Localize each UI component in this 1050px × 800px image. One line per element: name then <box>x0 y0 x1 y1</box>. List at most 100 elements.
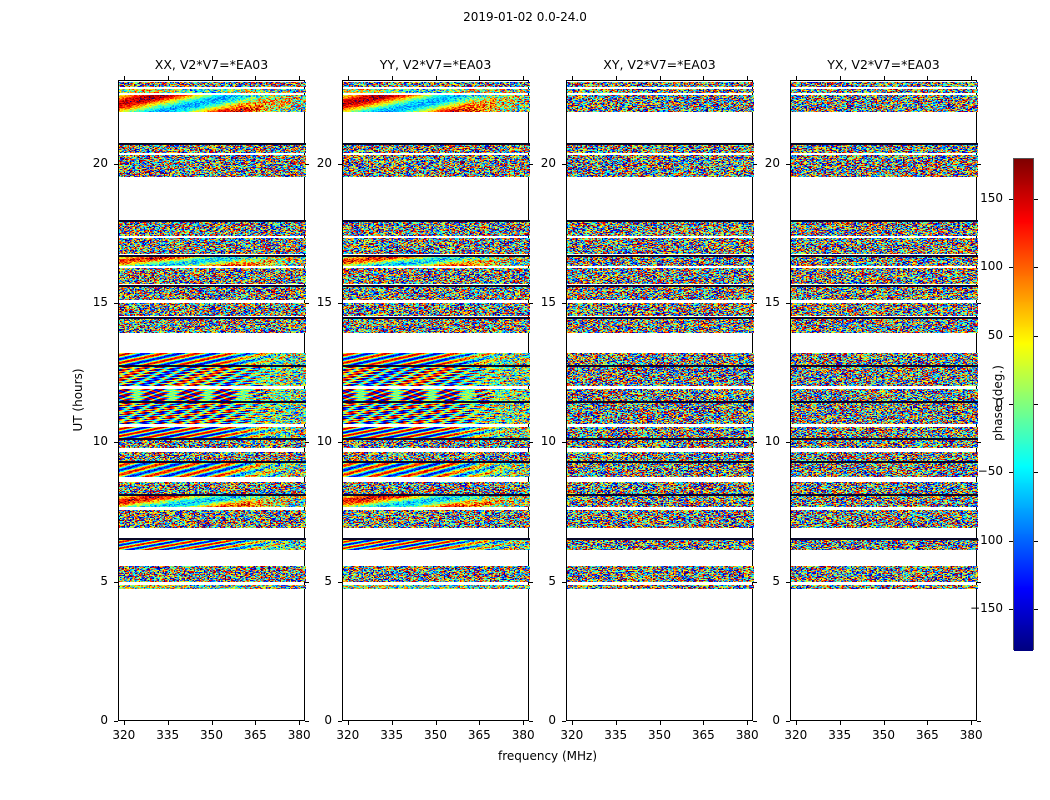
y-tick <box>114 721 118 722</box>
x-tick <box>615 721 617 725</box>
colorbar-gradient <box>1014 159 1033 651</box>
x-ticklabel: 365 <box>243 728 267 742</box>
y-ticklabel: 5 <box>324 573 332 588</box>
y-tick-right <box>529 581 533 583</box>
x-ticklabel: 380 <box>287 728 311 742</box>
x-tick <box>347 721 349 725</box>
y-tick <box>114 302 118 304</box>
colorbar-tick-right <box>1034 335 1038 337</box>
x-tick <box>299 721 301 725</box>
y-tick <box>338 163 342 165</box>
panel-title-yx: YX, V2*V7=*EA03 <box>827 57 940 72</box>
y-tick <box>562 442 566 444</box>
colorbar-tick-right <box>1034 267 1038 269</box>
y-tick-right <box>977 163 981 165</box>
y-ticklabel: 10 <box>92 434 108 449</box>
x-tick-top <box>927 76 929 80</box>
x-ticklabel: 335 <box>156 728 180 742</box>
y-tick <box>786 442 790 444</box>
x-tick-top <box>971 76 973 80</box>
y-tick <box>114 163 118 165</box>
panel-title-xy: XY, V2*V7=*EA03 <box>603 57 716 72</box>
x-tick-top <box>435 76 437 80</box>
x-ticklabel: 350 <box>872 728 895 742</box>
x-ticklabel: 380 <box>959 728 983 742</box>
x-tick-top <box>795 76 797 80</box>
y-tick <box>786 581 790 583</box>
y-tick-right <box>753 581 757 583</box>
x-tick-top <box>391 76 393 80</box>
y-ticklabel: 0 <box>100 713 108 727</box>
y-ticklabel: 15 <box>92 294 108 309</box>
y-ticklabel: 5 <box>548 573 556 588</box>
y-ticklabel: 10 <box>764 434 780 449</box>
y-ticklabel: 20 <box>92 155 108 170</box>
x-ticklabel: 365 <box>691 728 715 742</box>
colorbar-ticklabel: 150 <box>980 191 1003 205</box>
waterfall-panel-xy <box>566 80 754 722</box>
y-tick-right <box>305 721 309 722</box>
y-tick <box>562 721 566 722</box>
colorbar-ticklabel: −100 <box>970 532 1003 547</box>
colorbar-tick <box>1009 609 1013 610</box>
y-ticklabel: 0 <box>324 713 332 727</box>
y-tick-right <box>753 442 757 444</box>
colorbar-tick <box>1009 472 1013 474</box>
x-tick <box>523 721 525 725</box>
y-tick-right <box>977 581 981 583</box>
x-tick-top <box>299 76 301 80</box>
y-axis-label: UT (hours) <box>71 367 85 432</box>
y-tick-right <box>529 163 533 165</box>
colorbar-ticklabel: 100 <box>980 259 1003 274</box>
y-tick-right <box>305 581 309 583</box>
x-tick <box>703 721 705 725</box>
y-tick-right <box>977 721 981 722</box>
x-ticklabel: 365 <box>467 728 491 742</box>
x-tick-top <box>123 76 125 80</box>
x-tick-top <box>615 76 617 80</box>
y-tick-right <box>977 442 981 444</box>
x-ticklabel: 335 <box>380 728 404 742</box>
y-tick <box>338 442 342 444</box>
x-tick <box>839 721 841 725</box>
waterfall-panel-yy <box>342 80 530 722</box>
x-tick <box>479 721 481 725</box>
colorbar-tick <box>1009 540 1013 542</box>
x-ticklabel: 320 <box>112 728 136 742</box>
waterfall-image-xy <box>567 81 754 722</box>
x-tick <box>927 721 929 725</box>
x-ticklabel: 350 <box>648 728 671 742</box>
y-tick-right <box>753 163 757 165</box>
x-tick <box>391 721 393 725</box>
y-tick <box>786 302 790 304</box>
y-tick-right <box>977 302 981 304</box>
y-tick <box>786 721 790 722</box>
colorbar-tick-right <box>1034 540 1038 542</box>
colorbar-ticklabel: 0 <box>995 396 1003 410</box>
x-tick-top <box>747 76 749 80</box>
colorbar-tick-right <box>1034 609 1038 610</box>
y-tick-right <box>305 442 309 444</box>
figure-suptitle: 2019-01-02 0.0-24.0 <box>463 10 587 24</box>
colorbar-tick-right <box>1034 199 1038 200</box>
x-tick-top <box>571 76 573 80</box>
x-ticklabel: 380 <box>511 728 535 742</box>
colorbar-tick-right <box>1034 472 1038 474</box>
y-tick <box>338 302 342 304</box>
y-ticklabel: 20 <box>540 155 556 170</box>
y-tick-right <box>753 302 757 304</box>
colorbar-ticklabel: −50 <box>977 464 1003 479</box>
x-tick-top <box>211 76 213 80</box>
x-ticklabel: 335 <box>828 728 852 742</box>
x-ticklabel: 350 <box>424 728 447 742</box>
y-tick <box>114 581 118 583</box>
y-tick-right <box>305 163 309 165</box>
waterfall-panel-xx <box>118 80 306 722</box>
panel-title-yy: YY, V2*V7=*EA03 <box>379 57 492 72</box>
colorbar-tick-right <box>1034 404 1038 405</box>
y-tick-right <box>529 721 533 722</box>
x-tick-top <box>347 76 349 80</box>
y-ticklabel: 0 <box>548 713 556 727</box>
x-tick <box>747 721 749 725</box>
